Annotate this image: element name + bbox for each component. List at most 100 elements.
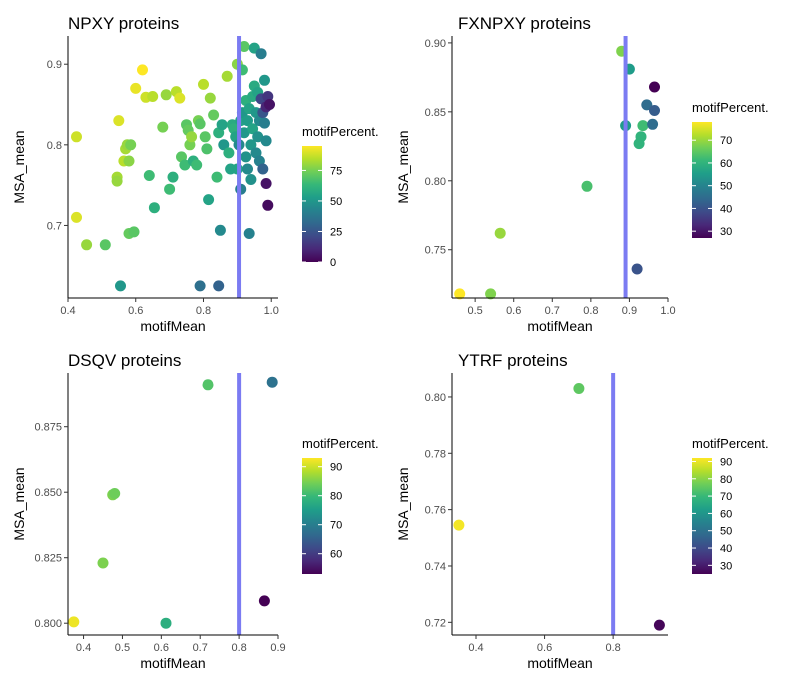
- x-axis-title: motifMean: [140, 318, 205, 334]
- chart-panel-2: FXNPXY proteins 0.5 0.6 0.7 0.8 0.9 1.0 0.75 0.8…: [395, 14, 769, 334]
- data-point: [259, 117, 270, 129]
- y-tick-label: 0.80: [425, 176, 446, 188]
- data-point: [167, 171, 179, 183]
- data-point: [143, 170, 155, 181]
- x-tick-label: 0.4: [60, 305, 75, 317]
- data-point: [238, 127, 250, 139]
- data-point: [260, 135, 272, 147]
- y-axis-title: MSA_mean: [395, 130, 411, 203]
- legend-tick-label: 90: [720, 456, 732, 468]
- x-tick-label: 0.6: [154, 642, 169, 654]
- y-tick-label: 0.875: [34, 422, 62, 434]
- legend-tick-label: 40: [720, 203, 732, 215]
- data-point: [123, 155, 135, 167]
- legend-tick-label: 80: [720, 474, 732, 486]
- y-tick-label: 0.72: [425, 617, 446, 629]
- data-point: [257, 163, 269, 175]
- legend-title: motifPercent.: [692, 436, 769, 451]
- legend-colorbar: [302, 458, 322, 574]
- y-axis-title: MSA_mean: [11, 130, 27, 203]
- y-tick-label: 0.800: [34, 618, 62, 630]
- data-point: [258, 595, 270, 607]
- data-point: [191, 159, 203, 171]
- data-point: [125, 139, 137, 151]
- data-point: [194, 280, 206, 292]
- x-tick-label: 0.4: [76, 642, 91, 654]
- color-legend: motifPercent. 30 40 50 60 70: [692, 100, 769, 238]
- x-tick-label: 1.0: [264, 305, 279, 317]
- data-point: [128, 226, 140, 238]
- y-tick-label: 0.90: [425, 38, 446, 50]
- chart-panel-1: NPXY proteins 0.4 0.6 0.8 1.0 0.7 0.8 0.9 motifM…: [11, 14, 379, 334]
- data-point: [240, 151, 252, 163]
- data-point: [160, 617, 172, 629]
- legend-tick-label: 70: [720, 491, 732, 503]
- y-tick-label: 0.850: [34, 487, 62, 499]
- data-point: [238, 41, 250, 52]
- data-point: [266, 376, 278, 388]
- x-tick-label: 1.0: [660, 305, 675, 317]
- legend-tick-label: 75: [330, 165, 342, 177]
- data-point: [218, 139, 230, 151]
- legend-tick-label: 60: [330, 549, 342, 561]
- data-point: [264, 99, 275, 110]
- legend-tick-label: 40: [720, 543, 732, 555]
- y-axis-title: MSA_mean: [395, 467, 411, 540]
- data-point: [259, 74, 270, 86]
- legend-tick-label: 80: [330, 491, 342, 503]
- color-legend: motifPercent. 0 25 50 75: [302, 124, 379, 269]
- y-tick-label: 0.8: [47, 140, 62, 152]
- x-tick-label: 0.9: [270, 642, 285, 654]
- panel-title: DSQV proteins: [68, 351, 181, 370]
- panel-title: NPXY proteins: [68, 14, 179, 33]
- panel-title: YTRF proteins: [458, 351, 568, 370]
- chart-panel-3: DSQV proteins 0.4 0.5 0.6 0.7 0.8 0.9 0.800 0.82…: [11, 351, 379, 671]
- panel-title: FXNPXY proteins: [458, 14, 591, 33]
- data-point: [214, 224, 226, 236]
- data-point: [113, 115, 125, 127]
- data-point: [174, 92, 186, 104]
- x-tick-label: 0.6: [537, 642, 552, 654]
- data-point: [71, 131, 82, 143]
- x-tick-label: 0.7: [545, 305, 560, 317]
- y-tick-label: 0.76: [425, 505, 446, 517]
- data-point: [202, 379, 214, 391]
- legend-tick-label: 50: [330, 196, 342, 208]
- data-point: [199, 131, 211, 143]
- y-tick-label: 0.85: [425, 107, 446, 119]
- legend-tick-label: 50: [720, 526, 732, 538]
- legend-title: motifPercent.: [302, 436, 379, 451]
- y-tick-label: 0.7: [47, 220, 62, 232]
- data-point: [211, 171, 223, 183]
- data-point: [203, 194, 215, 206]
- data-point: [68, 616, 80, 628]
- legend-tick-label: 60: [720, 508, 732, 520]
- chart-panel-4: YTRF proteins 0.4 0.6 0.8 0.72 0.74 0.76 0.78 0.…: [395, 351, 769, 671]
- y-tick-label: 0.75: [425, 245, 446, 257]
- legend-title: motifPercent.: [302, 124, 379, 139]
- data-point: [115, 280, 126, 292]
- data-point: [454, 288, 466, 300]
- legend-tick-label: 70: [720, 135, 732, 147]
- data-point: [97, 557, 109, 569]
- data-point: [111, 175, 123, 187]
- data-point: [148, 202, 160, 214]
- data-point: [213, 280, 225, 292]
- x-tick-label: 0.8: [231, 642, 246, 654]
- data-point: [81, 239, 93, 251]
- x-tick-label: 0.9: [622, 305, 637, 317]
- legend-tick-label: 60: [720, 158, 732, 170]
- data-point: [262, 199, 274, 211]
- data-point: [223, 147, 235, 159]
- x-tick-label: 0.5: [467, 305, 482, 317]
- legend-tick-label: 30: [720, 226, 732, 238]
- data-point: [494, 227, 506, 239]
- x-tick-label: 0.8: [605, 642, 620, 654]
- data-point: [649, 105, 660, 116]
- data-point: [186, 131, 198, 143]
- y-tick-label: 0.78: [425, 448, 446, 460]
- data-point: [647, 118, 659, 130]
- data-point: [631, 263, 643, 275]
